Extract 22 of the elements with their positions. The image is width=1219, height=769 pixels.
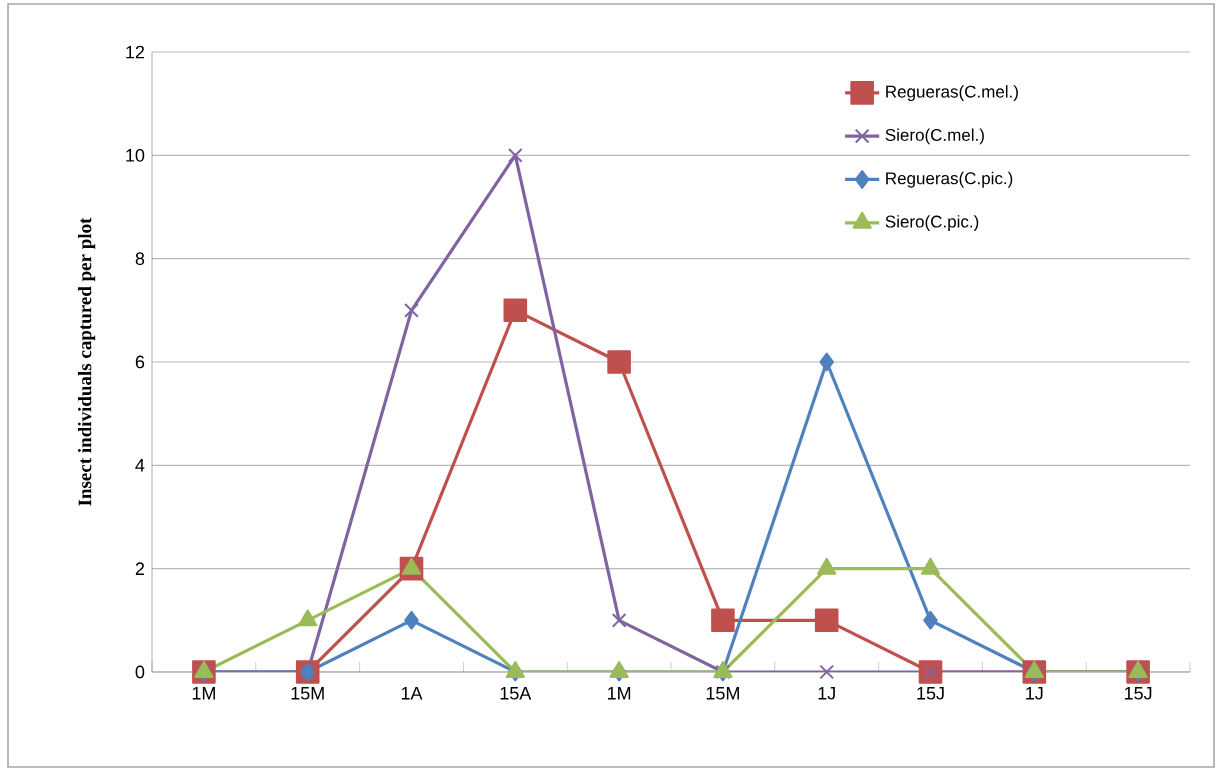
y-tick-label: 4	[135, 459, 145, 472]
x-tick-label: 15J	[917, 687, 944, 700]
y-tick-label: 10	[126, 148, 145, 162]
x-tick-label: 1A	[401, 687, 423, 700]
y-tick-label: 0	[135, 665, 145, 679]
x-tick-label: 15M	[291, 687, 324, 700]
x-tick-label: 1J	[818, 687, 835, 700]
legend-label: Regueras(C.mel.)	[886, 85, 1018, 102]
y-tick-label: 12	[126, 45, 145, 59]
legend-label: Siero(C.pic.)	[885, 215, 979, 231]
y-axis-title: Insect individuals captured per plot	[77, 217, 96, 506]
x-tick-label: 1J	[1026, 687, 1043, 700]
legend-label: Siero(C.mel.)	[885, 128, 984, 145]
legend-label: Regueras(C.pic.)	[886, 171, 1013, 188]
y-tick-label: 2	[135, 562, 145, 575]
x-tick-label: 1M	[607, 687, 631, 700]
x-tick-label: 15M	[706, 687, 739, 700]
y-tick-label: 6	[135, 355, 145, 369]
x-tick-label: 15J	[1124, 687, 1152, 700]
x-tick-label: 1M	[192, 687, 215, 700]
x-tick-label: 15A	[500, 687, 532, 700]
y-tick-label: 8	[135, 252, 145, 266]
